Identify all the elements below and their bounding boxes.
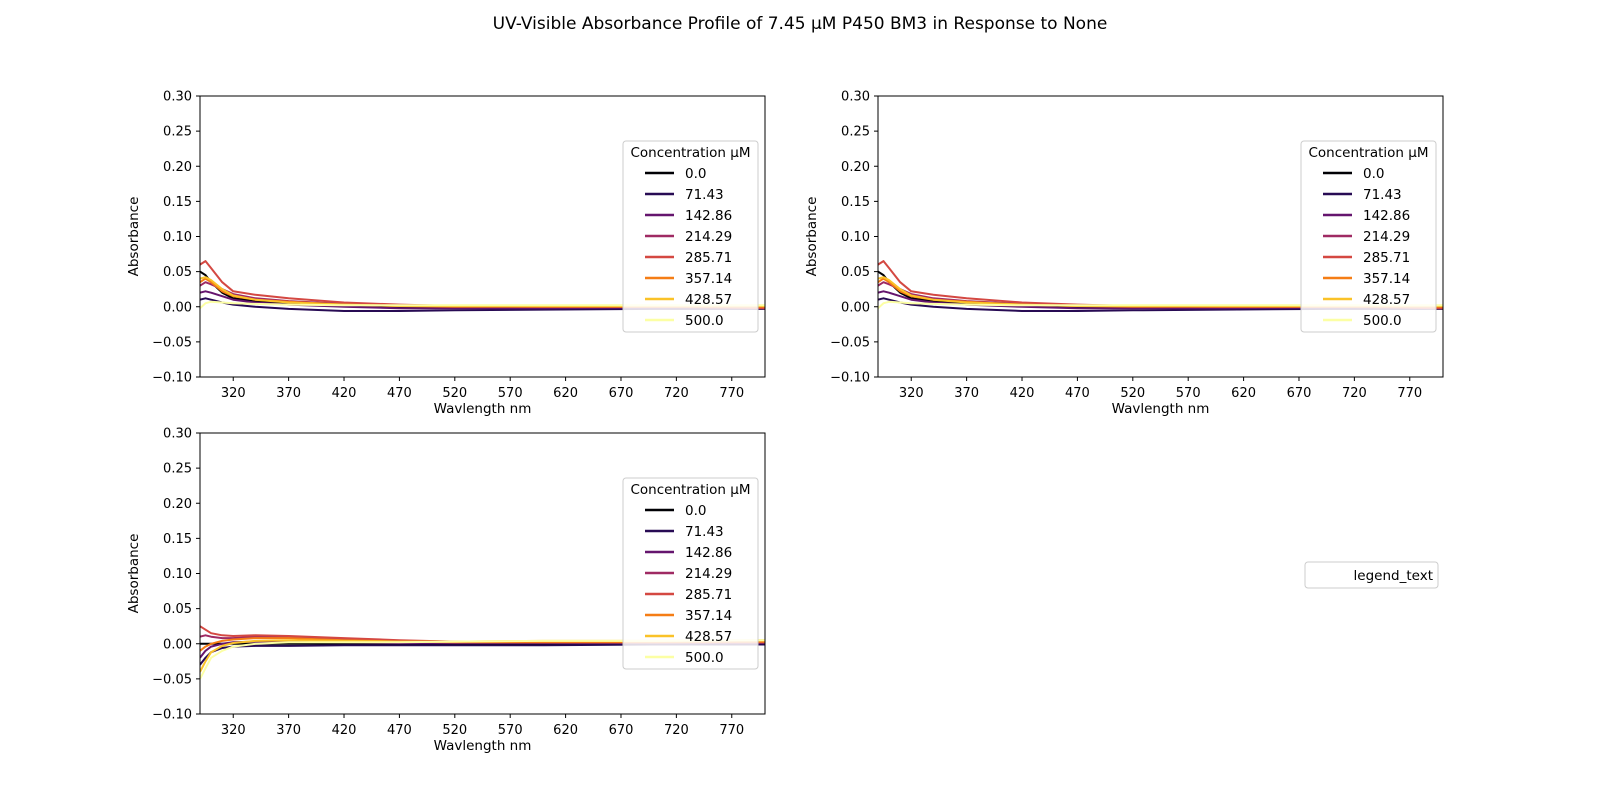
y-tick-label: 0.25 (841, 125, 870, 140)
x-tick-label: 420 (332, 723, 357, 738)
x-tick-label: 470 (387, 723, 412, 738)
figure-title: UV-Visible Absorbance Profile of 7.45 µM… (493, 14, 1108, 34)
legend-item-label: 357.14 (685, 271, 732, 287)
legend-item-label: 71.43 (685, 187, 724, 203)
x-tick-label: 470 (1065, 386, 1090, 401)
y-tick-label: 0.00 (841, 300, 870, 315)
empty-legend-text: legend_text (1354, 568, 1433, 584)
legend-item-label: 214.29 (685, 566, 732, 582)
x-tick-label: 770 (1397, 386, 1422, 401)
y-axis-label: Absorbance (804, 197, 820, 277)
y-tick-label: −0.05 (152, 672, 192, 687)
y-tick-label: 0.30 (841, 90, 870, 105)
legend-item-label: 285.71 (1363, 250, 1410, 266)
y-tick-label: 0.20 (163, 160, 192, 175)
y-tick-label: 0.05 (163, 265, 192, 280)
legend: Concentration µM 0.0 71.43 142.86 214.29 285.… (1301, 141, 1436, 332)
x-tick-label: 520 (442, 723, 467, 738)
x-axis-label: Wavlength nm (434, 401, 532, 417)
legend-item-label: 214.29 (1363, 229, 1410, 245)
x-tick-label: 720 (664, 386, 689, 401)
x-tick-label: 320 (221, 386, 246, 401)
legend-item-label: 142.86 (685, 208, 732, 224)
x-tick-label: 670 (609, 723, 634, 738)
legend-item-label: 357.14 (1363, 271, 1410, 287)
y-tick-label: 0.15 (163, 532, 192, 547)
x-tick-label: 320 (221, 723, 246, 738)
legend-item-label: 214.29 (685, 229, 732, 245)
legend: Concentration µM 0.0 71.43 142.86 214.29 285.… (623, 478, 758, 669)
x-tick-label: 470 (387, 386, 412, 401)
y-tick-label: −0.10 (830, 371, 870, 386)
y-tick-label: 0.15 (163, 195, 192, 210)
legend: Concentration µM 0.0 71.43 142.86 214.29 285.… (623, 141, 758, 332)
y-tick-label: −0.10 (152, 371, 192, 386)
x-tick-label: 520 (442, 386, 467, 401)
legend-item-label: 500.0 (1363, 313, 1402, 329)
legend-item-label: 142.86 (1363, 208, 1410, 224)
y-tick-label: 0.10 (841, 230, 870, 245)
y-tick-label: 0.00 (163, 637, 192, 652)
y-tick-label: 0.15 (841, 195, 870, 210)
x-tick-label: 570 (498, 723, 523, 738)
legend-item-label: 428.57 (685, 629, 732, 645)
legend-item-label: 0.0 (685, 166, 706, 182)
y-tick-label: 0.25 (163, 125, 192, 140)
legend-item-label: 0.0 (685, 503, 706, 519)
x-tick-label: 620 (1231, 386, 1256, 401)
x-tick-label: 570 (498, 386, 523, 401)
y-tick-label: 0.10 (163, 567, 192, 582)
x-tick-label: 720 (664, 723, 689, 738)
y-tick-label: 0.05 (163, 602, 192, 617)
legend-item-label: 71.43 (685, 524, 724, 540)
empty-panel-legend: legend_text (1305, 562, 1438, 588)
x-axis-label: Wavlength nm (1112, 401, 1210, 417)
y-axis-label: Absorbance (126, 197, 142, 277)
legend-item-label: 285.71 (685, 587, 732, 603)
x-tick-label: 670 (609, 386, 634, 401)
x-tick-label: 770 (719, 386, 744, 401)
legend-title: Concentration µM (630, 145, 750, 161)
legend-item-label: 71.43 (1363, 187, 1402, 203)
x-tick-label: 620 (553, 386, 578, 401)
x-axis-label: Wavlength nm (434, 738, 532, 754)
x-tick-label: 370 (954, 386, 979, 401)
y-tick-label: −0.05 (152, 335, 192, 350)
legend-title: Concentration µM (630, 482, 750, 498)
legend-item-label: 142.86 (685, 545, 732, 561)
y-tick-label: 0.30 (163, 90, 192, 105)
x-tick-label: 720 (1342, 386, 1367, 401)
x-tick-label: 420 (1010, 386, 1035, 401)
legend-title: Concentration µM (1308, 145, 1428, 161)
x-tick-label: 370 (276, 723, 301, 738)
x-tick-label: 420 (332, 386, 357, 401)
y-axis-label: Absorbance (126, 534, 142, 614)
x-tick-label: 770 (719, 723, 744, 738)
y-tick-label: 0.05 (841, 265, 870, 280)
legend-item-label: 285.71 (685, 250, 732, 266)
y-tick-label: −0.10 (152, 708, 192, 723)
y-tick-label: −0.05 (830, 335, 870, 350)
y-tick-label: 0.25 (163, 462, 192, 477)
x-tick-label: 670 (1287, 386, 1312, 401)
legend-item-label: 500.0 (685, 650, 724, 666)
legend-item-label: 357.14 (685, 608, 732, 624)
legend-item-label: 428.57 (685, 292, 732, 308)
y-tick-label: 0.30 (163, 427, 192, 442)
y-tick-label: 0.00 (163, 300, 192, 315)
y-tick-label: 0.10 (163, 230, 192, 245)
x-tick-label: 520 (1120, 386, 1145, 401)
x-tick-label: 370 (276, 386, 301, 401)
x-tick-label: 620 (553, 723, 578, 738)
y-tick-label: 0.20 (841, 160, 870, 175)
x-tick-label: 320 (899, 386, 924, 401)
legend-item-label: 0.0 (1363, 166, 1384, 182)
legend-item-label: 428.57 (1363, 292, 1410, 308)
x-tick-label: 570 (1176, 386, 1201, 401)
legend-item-label: 500.0 (685, 313, 724, 329)
y-tick-label: 0.20 (163, 497, 192, 512)
